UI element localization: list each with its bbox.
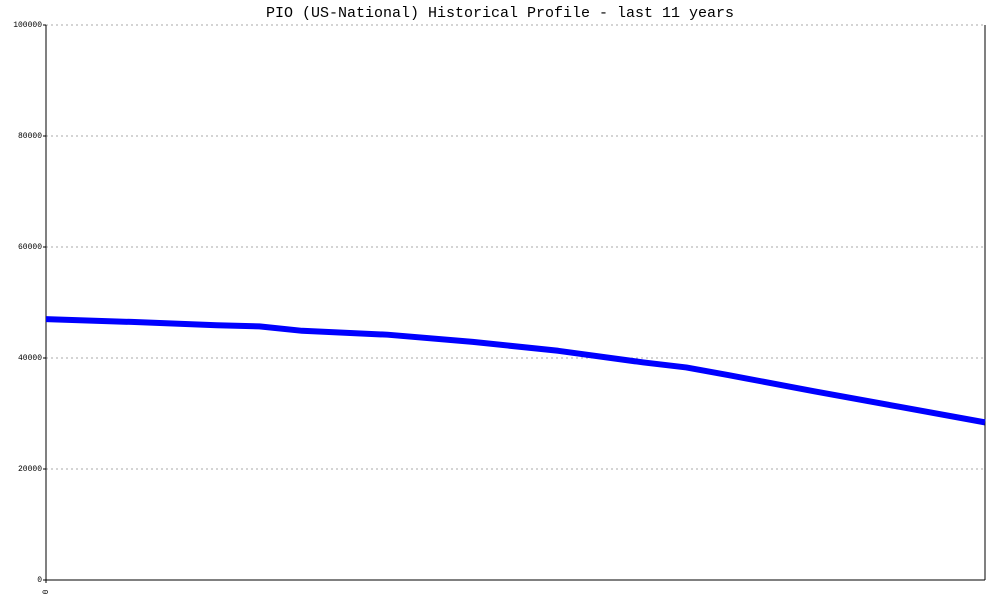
data-line (45, 316, 986, 426)
y-tick-label: 80000 (18, 132, 42, 141)
x-tick-label: 0 (42, 589, 51, 594)
y-tick-label: 0 (37, 576, 42, 585)
y-tick-label: 40000 (18, 354, 42, 363)
y-tick-label: 60000 (18, 243, 42, 252)
chart-title: PIO (US-National) Historical Profile - l… (266, 5, 734, 22)
y-tick-label: 20000 (18, 465, 42, 474)
y-tick-label: 100000 (13, 21, 42, 30)
